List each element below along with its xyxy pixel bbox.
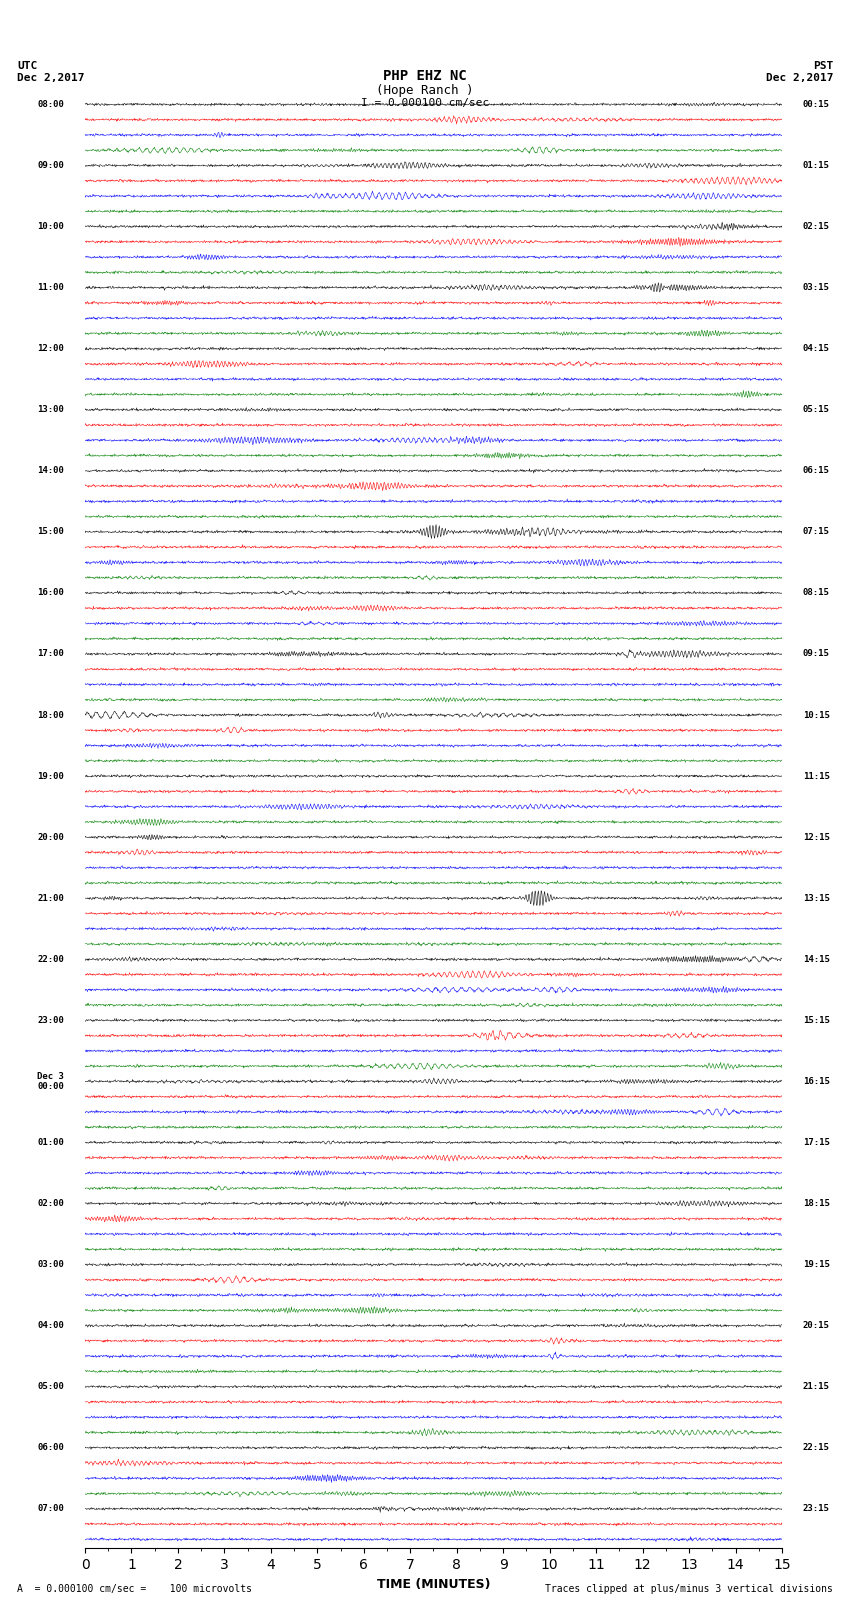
Text: 20:15: 20:15 — [803, 1321, 830, 1331]
Text: 16:00: 16:00 — [37, 589, 64, 597]
Text: 01:15: 01:15 — [803, 161, 830, 169]
Text: 15:15: 15:15 — [803, 1016, 830, 1024]
Text: 22:00: 22:00 — [37, 955, 64, 963]
Text: 07:15: 07:15 — [803, 527, 830, 537]
Text: 03:00: 03:00 — [37, 1260, 64, 1269]
Text: 15:00: 15:00 — [37, 527, 64, 537]
Text: 02:15: 02:15 — [803, 223, 830, 231]
Text: 10:00: 10:00 — [37, 223, 64, 231]
Text: 19:15: 19:15 — [803, 1260, 830, 1269]
Text: 11:00: 11:00 — [37, 284, 64, 292]
Text: 03:15: 03:15 — [803, 284, 830, 292]
Text: 05:00: 05:00 — [37, 1382, 64, 1390]
Text: 07:00: 07:00 — [37, 1505, 64, 1513]
Text: 01:00: 01:00 — [37, 1137, 64, 1147]
Text: 23:00: 23:00 — [37, 1016, 64, 1024]
Text: 19:00: 19:00 — [37, 771, 64, 781]
Text: PST
Dec 2,2017: PST Dec 2,2017 — [766, 61, 833, 82]
Text: 18:00: 18:00 — [37, 710, 64, 719]
Text: 22:15: 22:15 — [803, 1444, 830, 1452]
Text: 04:00: 04:00 — [37, 1321, 64, 1331]
Text: 06:00: 06:00 — [37, 1444, 64, 1452]
Text: 12:15: 12:15 — [803, 832, 830, 842]
Text: 06:15: 06:15 — [803, 466, 830, 476]
Text: Traces clipped at plus/minus 3 vertical divisions: Traces clipped at plus/minus 3 vertical … — [545, 1584, 833, 1594]
Text: 08:00: 08:00 — [37, 100, 64, 110]
Text: 08:15: 08:15 — [803, 589, 830, 597]
Text: UTC
Dec 2,2017: UTC Dec 2,2017 — [17, 61, 84, 82]
X-axis label: TIME (MINUTES): TIME (MINUTES) — [377, 1578, 490, 1590]
Text: Dec 3
00:00: Dec 3 00:00 — [37, 1071, 64, 1090]
Text: 23:15: 23:15 — [803, 1505, 830, 1513]
Text: 00:15: 00:15 — [803, 100, 830, 110]
Text: 18:15: 18:15 — [803, 1198, 830, 1208]
Text: 02:00: 02:00 — [37, 1198, 64, 1208]
Text: PHP EHZ NC: PHP EHZ NC — [383, 69, 467, 84]
Text: 20:00: 20:00 — [37, 832, 64, 842]
Text: 21:15: 21:15 — [803, 1382, 830, 1390]
Text: 16:15: 16:15 — [803, 1077, 830, 1086]
Text: 17:00: 17:00 — [37, 650, 64, 658]
Text: 09:00: 09:00 — [37, 161, 64, 169]
Text: 09:15: 09:15 — [803, 650, 830, 658]
Text: I = 0.000100 cm/sec: I = 0.000100 cm/sec — [361, 98, 489, 108]
Text: 21:00: 21:00 — [37, 894, 64, 903]
Text: 13:15: 13:15 — [803, 894, 830, 903]
Text: 10:15: 10:15 — [803, 710, 830, 719]
Text: 11:15: 11:15 — [803, 771, 830, 781]
Text: 14:00: 14:00 — [37, 466, 64, 476]
Text: 05:15: 05:15 — [803, 405, 830, 415]
Text: 17:15: 17:15 — [803, 1137, 830, 1147]
Text: 12:00: 12:00 — [37, 344, 64, 353]
Text: 14:15: 14:15 — [803, 955, 830, 963]
Text: (Hope Ranch ): (Hope Ranch ) — [377, 84, 473, 97]
Text: 13:00: 13:00 — [37, 405, 64, 415]
Text: A  = 0.000100 cm/sec =    100 microvolts: A = 0.000100 cm/sec = 100 microvolts — [17, 1584, 252, 1594]
Text: 04:15: 04:15 — [803, 344, 830, 353]
